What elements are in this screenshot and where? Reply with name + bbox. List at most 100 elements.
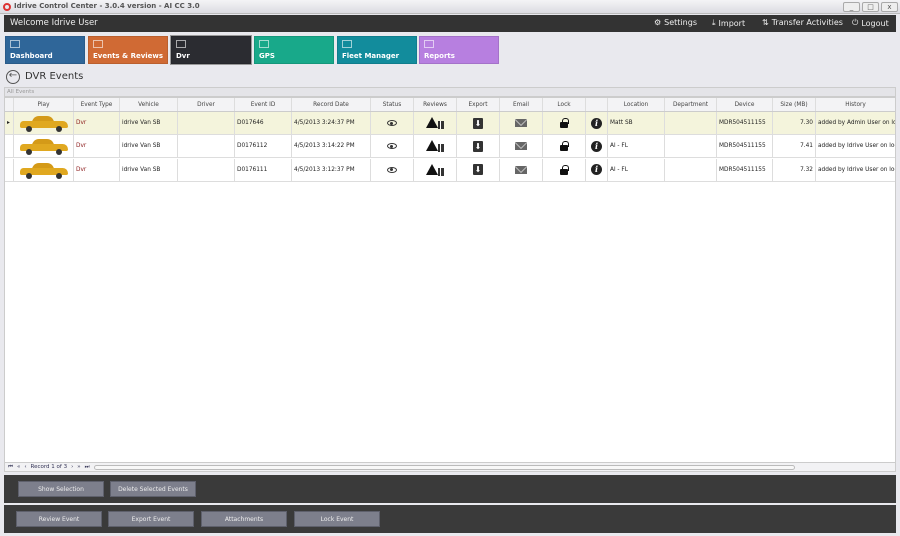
lock-event-button[interactable]: Lock Event [294,511,380,527]
logout-link[interactable]: ⏻ Logout [852,18,889,28]
column-header[interactable]: Status [371,98,414,111]
settings-link[interactable]: ⚙ Settings [654,18,697,27]
play-thumbnail[interactable] [14,112,74,134]
window-title: Idrive Control Center - 3.0.4 version - … [14,2,200,10]
page-title: DVR Events [25,71,84,82]
maximize-button[interactable]: □ [862,2,879,12]
column-header[interactable] [586,98,608,111]
next-page-group-icon[interactable]: » [77,464,81,470]
fleet-manager-icon [342,40,352,48]
event-action-bar: Review Event Export Event Attachments Lo… [4,505,896,533]
cell-location: Al - FL [608,158,665,181]
cell-status-eye[interactable] [371,158,414,181]
column-header[interactable]: Event ID [235,98,292,111]
column-header[interactable]: Event Type [74,98,120,111]
prev-record-icon[interactable]: ‹ [24,464,27,470]
play-thumbnail[interactable] [14,158,74,181]
tile-label: Events & Reviews [93,52,164,60]
cell-size: 7.30 [773,112,816,134]
column-header[interactable]: Record Date [292,98,371,111]
tile-dashboard[interactable]: Dashboard [5,36,85,64]
column-header[interactable]: Vehicle [120,98,178,111]
cell-record-date: 4/5/2013 3:14:22 PM [292,135,371,158]
first-page-icon[interactable]: ⏮ [8,463,13,470]
minimize-button[interactable]: _ [843,2,860,12]
prev-page-group-icon[interactable]: « [16,464,21,470]
reports-icon [424,40,434,48]
tile-label: Dvr [176,52,190,60]
cell-lock[interactable] [543,135,586,158]
cell-email[interactable] [500,112,543,134]
delete-selected-events-button[interactable]: Delete Selected Events [110,481,196,497]
column-header[interactable]: Size (MB) [773,98,816,111]
tile-gps[interactable]: GPS [254,36,334,64]
column-header[interactable]: Reviews [414,98,457,111]
cell-lock[interactable] [543,112,586,134]
cell-info[interactable]: i [586,158,608,181]
tile-dvr[interactable]: Dvr [170,35,252,65]
cell-status-eye[interactable] [371,135,414,158]
transfer-label: Transfer Activities [771,18,843,27]
cell-review-score[interactable] [414,135,457,158]
column-header[interactable]: Lock [543,98,586,111]
cell-email[interactable] [500,135,543,158]
cell-history: added by Idrive User on loca [816,159,895,181]
info-icon: i [591,164,602,176]
show-selection-button[interactable]: Show Selection [18,481,104,497]
events-reviews-icon [93,40,103,48]
cell-export[interactable]: ⬇ [457,135,500,158]
export-event-button[interactable]: Export Event [108,511,194,527]
tile-fleet-manager[interactable]: Fleet Manager [337,36,417,64]
column-header[interactable]: Device [717,98,773,111]
cell-lock[interactable] [543,158,586,181]
import-label: Import [718,18,746,28]
horizontal-scrollbar[interactable] [93,464,795,470]
column-header[interactable]: Driver [178,98,235,111]
cell-review-score[interactable] [414,158,457,181]
column-header[interactable]: Department [665,98,717,111]
column-header[interactable]: Location [608,98,665,111]
cell-department [665,135,717,158]
cell-event-type: Dvr [74,135,120,158]
cell-status-eye[interactable] [371,112,414,134]
column-header[interactable]: Export [457,98,500,111]
cell-record-date: 4/5/2013 3:12:37 PM [292,158,371,181]
tile-label: Reports [424,52,455,60]
column-header[interactable]: Play [14,98,74,111]
table-row[interactable]: Dvr idrive Van SB D0176112 4/5/2013 3:14:22… [5,135,895,159]
cell-email[interactable] [500,158,543,181]
cell-export[interactable]: ⬇ [457,158,500,181]
close-button[interactable]: x [881,2,898,12]
dvr-icon [176,40,186,48]
tile-events-reviews[interactable]: Events & Reviews [88,36,168,64]
import-link[interactable]: ⤓ Import [712,18,745,28]
column-header[interactable]: History [816,98,895,111]
import-icon: ⤓ [712,18,716,27]
tile-reports[interactable]: Reports [419,36,499,64]
email-icon [515,165,527,174]
status-eye-icon [387,120,397,126]
next-record-icon[interactable]: › [71,464,74,470]
title-bar: Idrive Control Center - 3.0.4 version - … [0,0,900,14]
row-indicator [5,158,14,181]
cell-info[interactable]: i [586,135,608,158]
email-icon [515,142,527,151]
attachments-button[interactable]: Attachments [201,511,287,527]
cell-history: added by Idrive User on loca [816,135,895,157]
email-icon [515,119,527,127]
last-page-icon[interactable]: ⏭ [84,463,90,470]
cell-export[interactable]: ⬇ [457,112,500,134]
column-header[interactable]: Email [500,98,543,111]
back-arrow-icon[interactable]: ← [6,70,20,84]
transfer-activities-link[interactable]: ⇅ Transfer Activities [762,18,843,27]
settings-label: Settings [664,18,697,27]
cell-review-score[interactable] [414,112,457,134]
table-row[interactable]: ▸ Dvr idrive Van SB D017646 4/5/2013 3:24:37… [5,112,895,135]
play-thumbnail[interactable] [14,135,74,158]
cell-device: MDR504511155 [717,135,773,158]
app-header: Welcome Idrive User ⚙ Settings ⤓ Import ⇅ T… [4,15,896,32]
gears-icon: ⚙ [654,18,662,27]
cell-info[interactable]: i [586,112,608,134]
review-event-button[interactable]: Review Event [16,511,102,527]
table-row[interactable]: Dvr idrive Van SB D0176111 4/5/2013 3:12:37… [5,158,895,182]
